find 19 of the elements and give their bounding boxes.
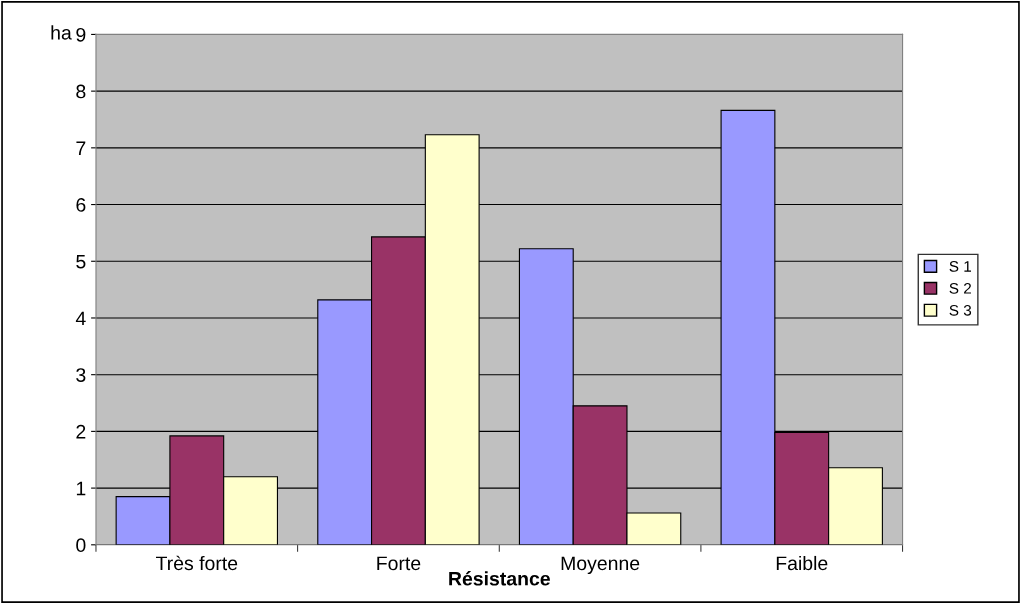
legend-label: S 1 xyxy=(949,260,972,272)
x-tick-label: Faible xyxy=(776,555,828,571)
y-tick-label: 4 xyxy=(75,311,86,326)
legend-label: S 3 xyxy=(949,304,972,316)
legend-label: S 2 xyxy=(949,282,971,294)
y-tick-label: 1 xyxy=(76,481,86,496)
y-tick-label: 7 xyxy=(76,141,86,155)
x-tick-label: Très forte xyxy=(156,555,238,571)
y-tick-label: 6 xyxy=(76,198,86,212)
y-tick-label: 8 xyxy=(76,84,86,99)
y-axis-title: ha xyxy=(51,25,72,40)
y-tick-label: 9 xyxy=(76,27,86,42)
y-tick-label: 0 xyxy=(76,538,86,553)
x-tick-label: Forte xyxy=(377,556,421,571)
x-axis-title: Résistance xyxy=(449,571,550,586)
y-tick-label: 3 xyxy=(76,368,86,382)
x-tick-label: Moyenne xyxy=(561,556,640,575)
y-tick-label: 2 xyxy=(76,424,86,439)
y-tick-label: 5 xyxy=(76,254,86,269)
